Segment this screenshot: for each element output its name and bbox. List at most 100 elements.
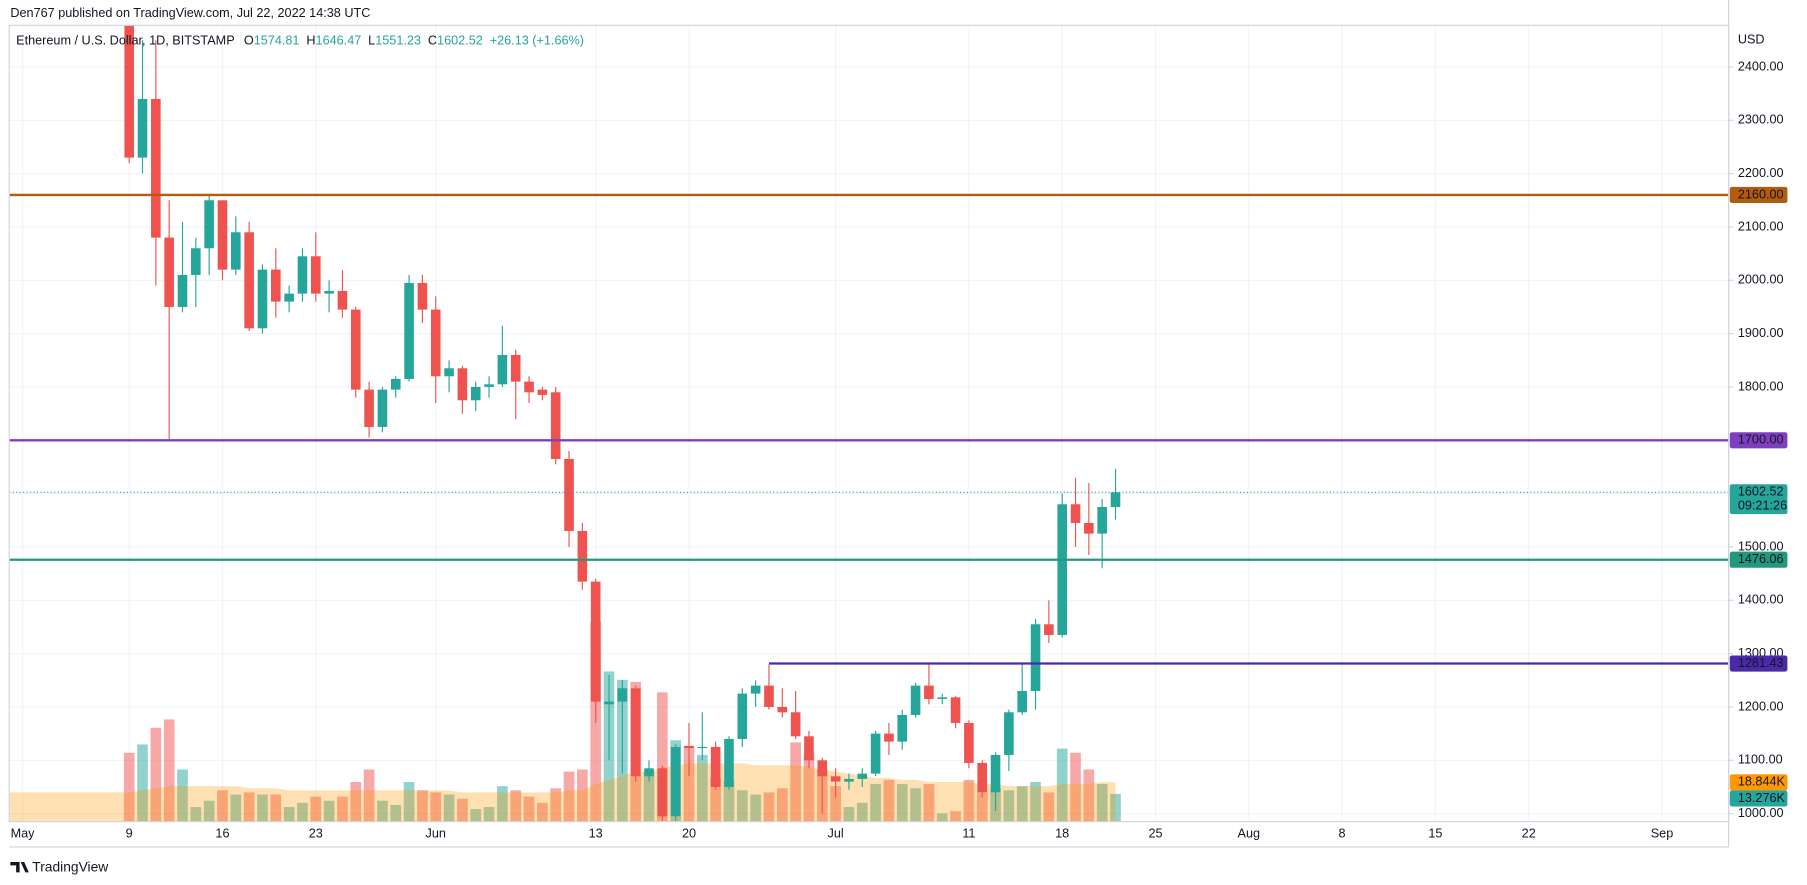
ohlc-prefix: O — [244, 34, 254, 48]
candle-body — [1017, 690, 1028, 713]
candle-body — [950, 697, 961, 723]
candle-body — [604, 701, 614, 705]
candle-body — [844, 778, 854, 782]
volume-bar — [1016, 786, 1028, 822]
volume-bar — [883, 779, 895, 822]
volume-bar — [683, 746, 695, 822]
volume-bar — [323, 800, 335, 822]
candle-body — [524, 381, 534, 393]
volume-bar — [483, 807, 495, 822]
y-tick-label: 2000.00 — [1738, 273, 1784, 287]
axes: 1000.001100.001200.001300.001400.001500.… — [11, 59, 1788, 841]
price-label-bg — [1729, 484, 1788, 515]
level-label-bg — [1729, 551, 1788, 568]
candle-body — [337, 290, 348, 310]
volume-bar — [510, 790, 522, 822]
volume-bar — [1043, 792, 1055, 822]
x-tick-label: May — [11, 827, 36, 841]
ohlc-value: 1574.81 — [254, 34, 300, 48]
candle-body — [724, 738, 734, 787]
candle-body — [124, 25, 134, 158]
candle-body — [710, 746, 721, 787]
y-tick-label: 1400.00 — [1738, 593, 1784, 607]
candle-body — [1110, 492, 1121, 508]
volume-bar — [230, 794, 242, 822]
volume-bar — [190, 807, 202, 822]
candle-body — [1070, 504, 1081, 523]
volume-bar — [856, 802, 868, 822]
volume-bar — [470, 809, 482, 822]
level-label: 1700.00 — [1738, 433, 1784, 447]
candle-body — [937, 697, 948, 699]
volume-bar — [150, 727, 162, 822]
level-label: 1281.43 — [1738, 656, 1784, 670]
volume-bar — [950, 811, 961, 822]
volume-label: 13.276K — [1738, 791, 1786, 805]
y-tick-label: 1900.00 — [1738, 326, 1784, 340]
volume-bar — [283, 807, 295, 822]
level-label-bg — [1729, 432, 1788, 449]
candle-body — [231, 232, 241, 270]
candle-body — [270, 269, 281, 302]
candle-body — [444, 368, 454, 377]
level-label-bg — [1729, 655, 1788, 672]
volume-bar — [377, 800, 388, 822]
volume-bar — [696, 754, 708, 822]
y-tick-label: 1800.00 — [1738, 379, 1784, 393]
candle-body — [830, 776, 841, 782]
volume-bar — [417, 790, 428, 822]
candle-body — [884, 733, 894, 742]
y-tick-label: 1500.00 — [1738, 539, 1784, 553]
volume-bar — [563, 771, 575, 822]
volume-bar — [656, 692, 668, 822]
volume-bar — [750, 794, 761, 822]
volume-bar — [350, 781, 362, 822]
volume-bar — [123, 752, 135, 822]
candle-body — [857, 773, 868, 779]
candle-body — [990, 754, 1001, 793]
volume-bar — [1030, 781, 1041, 822]
volume-bar — [763, 792, 775, 822]
volume-bar — [1056, 748, 1068, 822]
x-tick-label: 20 — [682, 827, 696, 841]
x-tick-label: 13 — [589, 827, 603, 841]
candle-body — [817, 760, 828, 777]
x-tick-label: 23 — [309, 827, 323, 841]
volume-bar — [896, 784, 908, 822]
candle-body — [204, 200, 214, 249]
candle-body — [257, 269, 268, 329]
candle-body — [617, 688, 628, 702]
volume-bar — [403, 781, 415, 822]
volume-bar — [963, 779, 975, 822]
candle-body — [470, 386, 481, 401]
candle-body — [164, 237, 174, 307]
candle-body — [1084, 522, 1094, 534]
change: +26.13 (+1.66%) — [490, 34, 584, 48]
volume-bar — [217, 790, 228, 822]
candle-body — [497, 354, 508, 385]
volume-bar — [243, 792, 255, 822]
volume-bar — [736, 790, 748, 822]
candle-body — [550, 392, 561, 459]
axis-unit: USD — [1738, 33, 1765, 47]
volume-bar — [710, 777, 721, 822]
candle-body — [910, 685, 921, 715]
candle-body — [137, 98, 148, 158]
y-tick-label: 2100.00 — [1738, 219, 1784, 233]
candle-body — [870, 733, 881, 774]
level-label-bg — [1729, 186, 1788, 204]
y-tick-label: 2300.00 — [1738, 113, 1784, 127]
candle-body — [924, 685, 934, 699]
volume-bar — [257, 794, 268, 822]
price-label: 1602.52 — [1738, 485, 1784, 499]
y-tick-label: 1000.00 — [1738, 806, 1784, 820]
volume-bar — [723, 779, 735, 822]
volume-ma-label: 18.844K — [1738, 775, 1786, 789]
candle-body — [590, 581, 601, 702]
brand-logo: TradingView — [10, 858, 109, 874]
candle-body — [897, 714, 908, 742]
candle-body — [764, 685, 774, 707]
ohlc-value: 1646.47 — [316, 34, 362, 48]
